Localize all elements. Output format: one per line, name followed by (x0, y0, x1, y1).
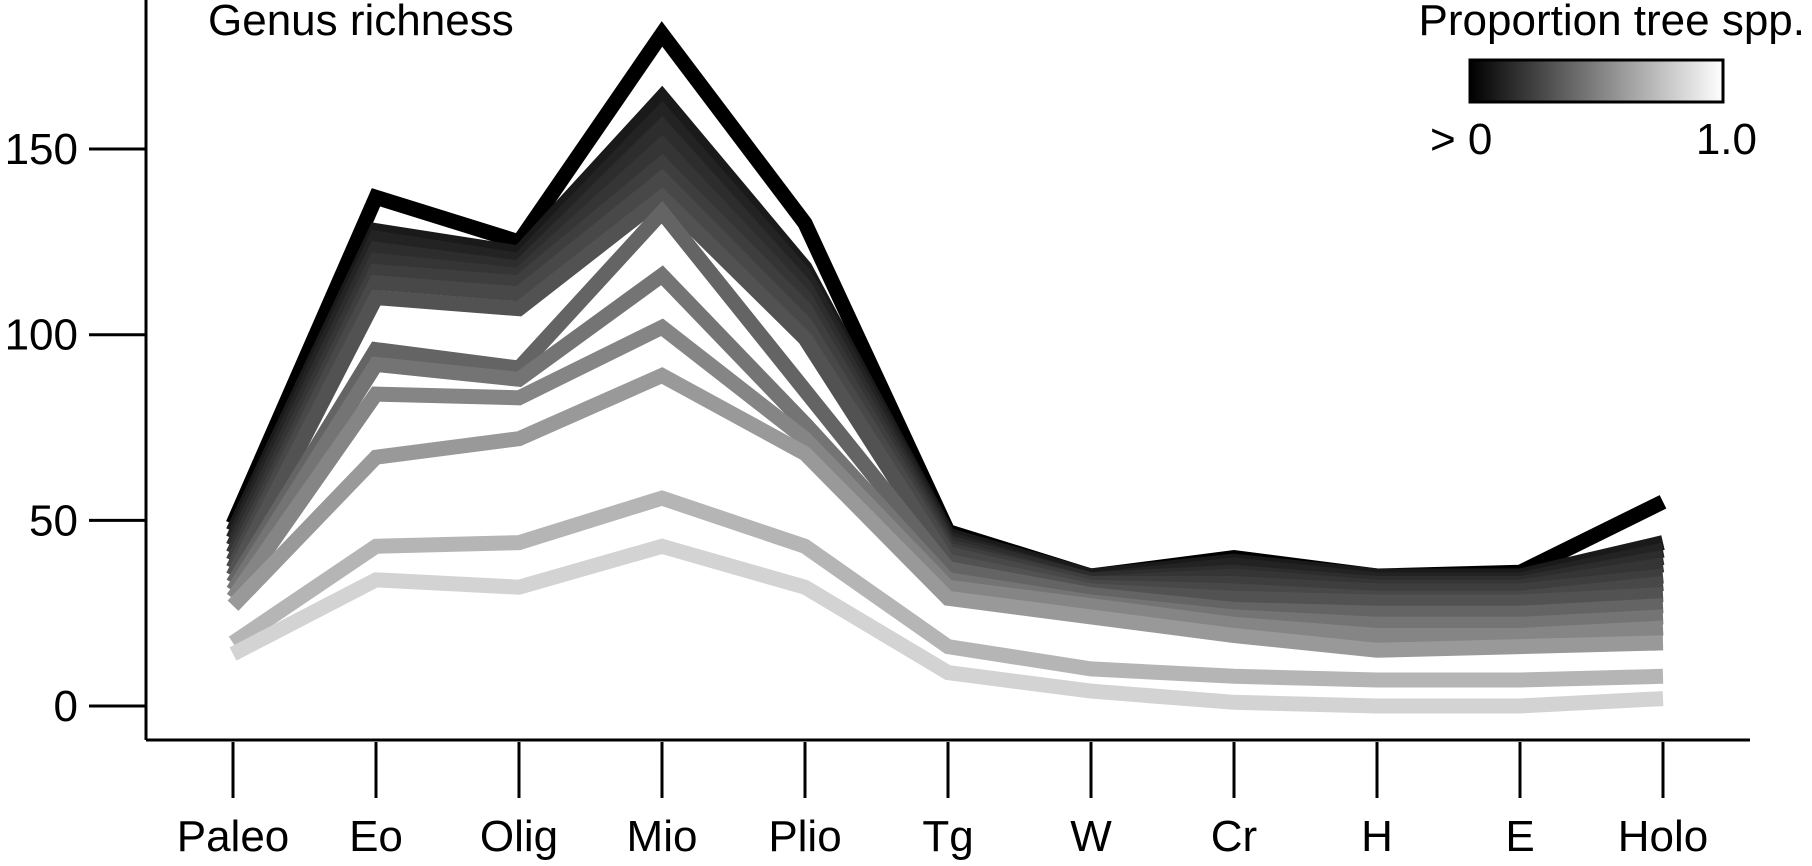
x-tick-label: E (1505, 812, 1534, 861)
x-tick-label: W (1070, 812, 1112, 861)
x-tick-label: Paleo (177, 812, 290, 861)
x-tick-label: Plio (768, 812, 841, 861)
series-line-14 (229, 538, 1664, 714)
legend-max-label: 1.0 (1696, 115, 1757, 164)
x-tick-label: Mio (627, 812, 698, 861)
legend: Proportion tree spp. > 0 1.0 (1419, 0, 1805, 164)
x-axis-ticks: Paleo Eo Olig Mio Plio Tg W Cr H E Holo (177, 742, 1709, 861)
series-line-11 (226, 318, 1664, 643)
x-tick-label: Holo (1618, 812, 1709, 861)
x-tick-label: Eo (349, 812, 403, 861)
y-tick-label: 50 (29, 496, 78, 545)
x-tick-label: H (1361, 812, 1393, 861)
y-tick-label: 150 (5, 125, 78, 174)
series-line-12 (227, 367, 1664, 658)
x-tick-label: Cr (1211, 812, 1257, 861)
y-tick-label: 0 (54, 682, 78, 731)
x-tick-label: Olig (480, 812, 558, 861)
chart-title: Genus richness (208, 0, 514, 45)
legend-gradient-bar (1468, 58, 1725, 104)
series-line-9 (226, 200, 1664, 621)
series-line-3 (226, 100, 1665, 588)
legend-title: Proportion tree spp. (1419, 0, 1805, 45)
series-lines (226, 21, 1667, 714)
y-axis-ticks: 0 50 100 150 (5, 125, 146, 731)
legend-min-label: > 0 (1430, 115, 1492, 164)
y-tick-label: 100 (5, 311, 78, 360)
series-line-13 (228, 490, 1664, 688)
x-tick-label: Tg (922, 812, 973, 861)
series-line-2 (226, 85, 1665, 584)
